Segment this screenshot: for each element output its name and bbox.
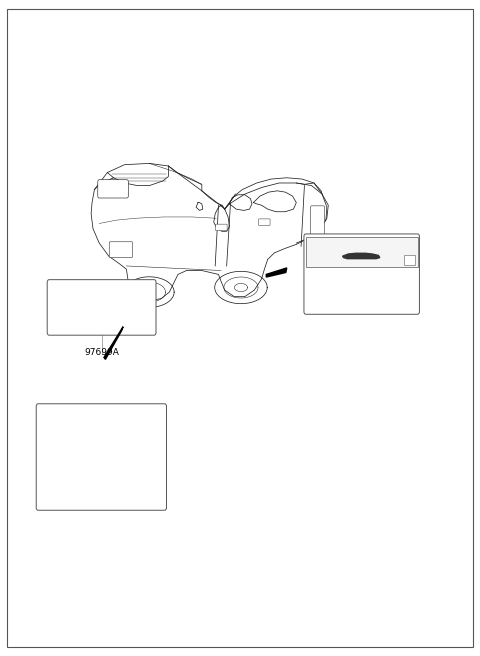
Polygon shape <box>266 268 287 277</box>
FancyBboxPatch shape <box>36 404 167 510</box>
Polygon shape <box>104 327 123 359</box>
Text: 05203: 05203 <box>348 247 376 256</box>
Text: 97699A: 97699A <box>84 348 119 358</box>
FancyBboxPatch shape <box>47 279 156 335</box>
Text: 32402: 32402 <box>87 414 116 422</box>
FancyBboxPatch shape <box>306 237 418 266</box>
FancyBboxPatch shape <box>304 234 420 314</box>
FancyBboxPatch shape <box>98 180 128 198</box>
Polygon shape <box>343 253 380 258</box>
Bar <box>404 255 415 265</box>
FancyBboxPatch shape <box>109 242 132 257</box>
FancyBboxPatch shape <box>259 219 270 226</box>
FancyBboxPatch shape <box>311 206 324 235</box>
FancyBboxPatch shape <box>216 224 227 231</box>
